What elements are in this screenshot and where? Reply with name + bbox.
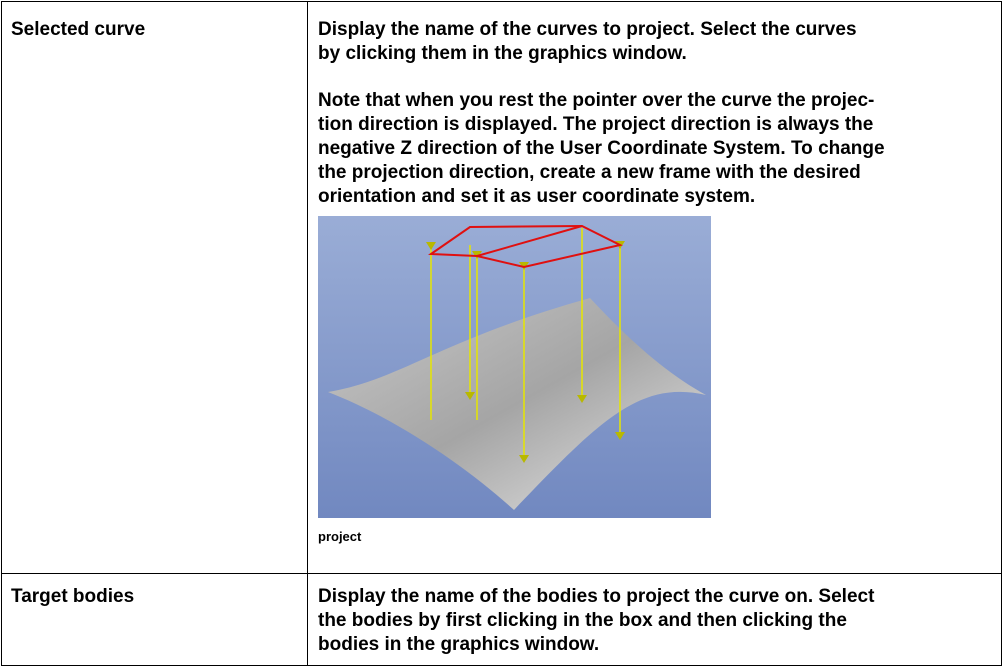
row-label: Selected curve	[11, 19, 146, 40]
cell	[1, 1, 308, 574]
text-line: by clicking them in the graphics window.	[318, 43, 687, 64]
text-line: orientation and set it as user coordinat…	[318, 186, 756, 207]
figure-caption: project	[318, 529, 362, 544]
text-line: Display the name of the bodies to projec…	[318, 586, 875, 607]
text-line: the projection direction, create a new f…	[318, 162, 861, 183]
text-line: tion direction is displayed. The project…	[318, 114, 874, 135]
text-line: Note that when you rest the pointer over…	[318, 90, 875, 111]
text-line: Display the name of the curves to projec…	[318, 19, 857, 40]
row-label: Target bodies	[11, 586, 135, 607]
figure	[318, 216, 711, 518]
text-line: bodies in the graphics window.	[318, 634, 600, 655]
text-line: negative Z direction of the User Coordin…	[318, 138, 885, 159]
text-line: the bodies by first clicking in the box …	[318, 610, 847, 631]
